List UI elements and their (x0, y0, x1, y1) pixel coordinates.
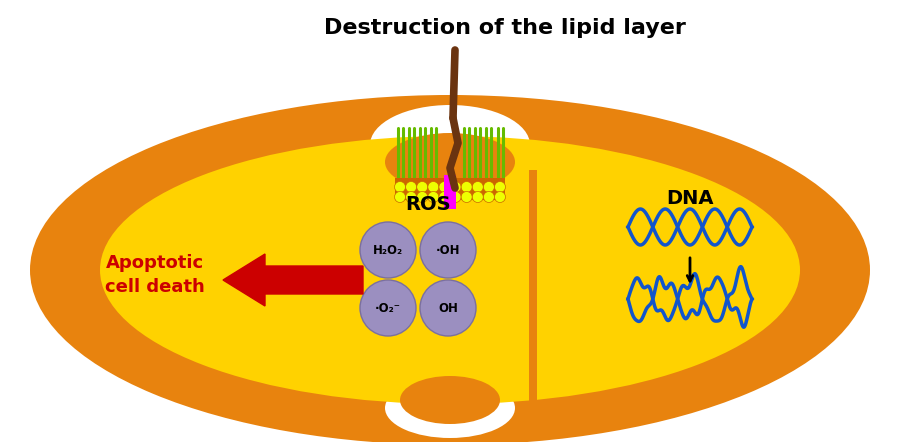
Ellipse shape (100, 136, 800, 404)
Ellipse shape (385, 378, 515, 438)
Circle shape (483, 191, 494, 202)
Text: Apoptotic
cell death: Apoptotic cell death (105, 254, 205, 297)
Circle shape (394, 191, 406, 202)
Circle shape (428, 191, 439, 202)
Circle shape (494, 182, 506, 193)
Circle shape (406, 191, 417, 202)
Circle shape (360, 222, 416, 278)
Circle shape (428, 182, 439, 193)
Bar (444, 175, 456, 209)
FancyArrow shape (223, 254, 363, 306)
Circle shape (439, 191, 450, 202)
Circle shape (406, 182, 417, 193)
Ellipse shape (370, 105, 530, 185)
Circle shape (417, 191, 428, 202)
Text: DNA: DNA (666, 188, 714, 207)
Circle shape (472, 182, 483, 193)
Circle shape (450, 182, 461, 193)
Circle shape (472, 191, 483, 202)
Text: ROS: ROS (405, 195, 451, 214)
Text: ·O₂⁻: ·O₂⁻ (375, 301, 401, 315)
Ellipse shape (400, 376, 500, 424)
Circle shape (420, 222, 476, 278)
Circle shape (483, 182, 494, 193)
Circle shape (394, 182, 406, 193)
Ellipse shape (30, 95, 870, 442)
Text: Destruction of the lipid layer: Destruction of the lipid layer (324, 18, 686, 38)
Text: H₂O₂: H₂O₂ (373, 244, 403, 256)
Bar (395, 178, 505, 200)
Circle shape (417, 182, 428, 193)
Circle shape (420, 280, 476, 336)
Text: ·OH: ·OH (436, 244, 460, 256)
Circle shape (461, 182, 472, 193)
Circle shape (360, 280, 416, 336)
Circle shape (450, 191, 461, 202)
Circle shape (439, 182, 450, 193)
Circle shape (494, 191, 506, 202)
Ellipse shape (385, 133, 515, 191)
Bar (529, 170, 537, 418)
Circle shape (461, 191, 472, 202)
Text: OH: OH (438, 301, 458, 315)
